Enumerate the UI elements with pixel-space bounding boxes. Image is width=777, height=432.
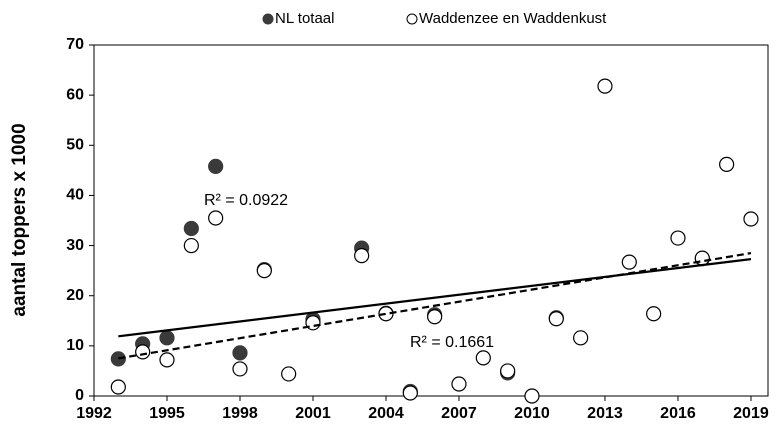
y-tick-label: 40 — [66, 187, 84, 204]
x-tick-label: 2013 — [587, 405, 623, 422]
point — [500, 363, 516, 379]
y-tick-label: 0 — [75, 387, 84, 404]
point — [110, 379, 126, 395]
legend-label: Waddenzee en Waddenkust — [419, 10, 607, 27]
point — [232, 361, 248, 377]
point — [208, 210, 224, 226]
x-tick-label: 2004 — [368, 405, 404, 422]
x-tick-label: 2007 — [441, 405, 477, 422]
point — [475, 350, 491, 366]
point — [670, 230, 686, 246]
point — [548, 311, 564, 327]
y-tick-label: 10 — [66, 337, 84, 354]
x-tick-label: 2019 — [733, 405, 769, 422]
legend-label: NL totaal — [275, 10, 334, 27]
x-tick-label: 2010 — [514, 405, 550, 422]
point — [427, 309, 443, 325]
point — [256, 263, 272, 279]
point — [281, 366, 297, 382]
legend-marker — [262, 13, 274, 25]
point — [159, 352, 175, 368]
trend-line — [118, 252, 752, 360]
point — [208, 158, 224, 174]
point — [183, 237, 199, 254]
point — [183, 220, 199, 237]
point — [135, 344, 151, 360]
trend-line — [118, 258, 752, 338]
point — [159, 330, 175, 346]
point — [232, 345, 248, 361]
point — [621, 254, 637, 270]
y-axis-label: aantal toppers x 1000 — [9, 123, 30, 316]
plot-area — [93, 44, 769, 397]
point — [402, 385, 418, 401]
annotation: R² = 0.1661 — [410, 334, 494, 351]
y-tick-label: 30 — [66, 237, 84, 254]
x-tick-label: 1998 — [222, 405, 258, 422]
x-tick-label: 1992 — [76, 405, 112, 422]
y-tick-label: 60 — [66, 86, 84, 103]
point — [451, 376, 467, 392]
point — [110, 351, 126, 367]
legend-marker — [406, 13, 418, 25]
point — [743, 211, 759, 227]
y-tick-label: 50 — [66, 137, 84, 154]
point — [354, 248, 370, 264]
x-tick-label: 1995 — [149, 405, 185, 422]
x-tick-label: 2001 — [295, 405, 331, 422]
annotation: R² = 0.0922 — [204, 192, 288, 209]
point — [573, 330, 589, 346]
y-tick-label: 20 — [66, 287, 84, 304]
point — [597, 78, 613, 94]
x-tick-label: 2016 — [660, 405, 696, 422]
point — [524, 388, 540, 404]
point — [719, 156, 735, 172]
point — [646, 306, 662, 322]
y-tick-label: 70 — [66, 36, 84, 53]
